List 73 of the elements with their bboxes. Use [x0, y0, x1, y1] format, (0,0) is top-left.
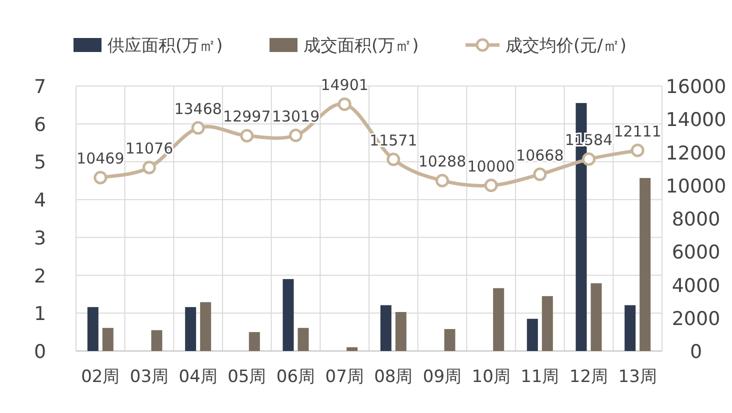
- point: [191, 121, 205, 135]
- x-tick-label: 02周: [81, 367, 120, 387]
- y2-tick-label: 16000: [666, 76, 726, 98]
- data-label: 11571: [370, 131, 418, 150]
- point: [386, 152, 400, 166]
- bar: [493, 288, 504, 351]
- bar: [640, 178, 651, 351]
- data-label: 10000: [467, 157, 515, 176]
- y-tick-label: 6: [34, 114, 46, 136]
- x-tick-label: 10周: [472, 367, 510, 387]
- point: [289, 128, 302, 142]
- bar: [380, 305, 392, 351]
- bar: [282, 279, 294, 351]
- bar: [151, 330, 162, 351]
- data-label: 12111: [614, 122, 662, 140]
- y-tick-label: 7: [34, 76, 46, 98]
- data-label: 14901: [320, 76, 368, 94]
- bar: [395, 312, 406, 351]
- x-tick-label: 05周: [228, 367, 266, 387]
- y2-tick-label: 2000: [672, 308, 720, 330]
- x-tick-label: 09周: [422, 367, 462, 387]
- y-tick-label: 0: [34, 341, 46, 363]
- y-tick-label: 1: [34, 303, 46, 326]
- x-tick-label: 11周: [520, 367, 560, 387]
- bar: [102, 328, 114, 351]
- data-label: 13468: [174, 100, 222, 118]
- y2-tick-label: 10000: [666, 175, 726, 198]
- y2-tick-label: 12000: [666, 142, 726, 164]
- bar: [248, 332, 260, 351]
- point: [582, 152, 596, 166]
- bar: [542, 296, 553, 351]
- data-label: 10288: [418, 152, 466, 171]
- y-tick-label: 5: [34, 152, 46, 174]
- bar: [200, 302, 212, 351]
- bar: [346, 347, 358, 351]
- y2-tick-label: 14000: [666, 109, 726, 132]
- x-tick-label: 03周: [130, 367, 169, 387]
- bar: [87, 307, 98, 351]
- bar: [526, 318, 538, 351]
- x-tick-label: 13周: [618, 367, 657, 387]
- x-tick-label: 12周: [569, 367, 608, 387]
- x-tick-label: 08周: [374, 367, 413, 387]
- y2-tick-label: 4000: [672, 274, 720, 297]
- point: [484, 178, 498, 192]
- y2-tick-label: 0: [690, 341, 702, 363]
- point: [94, 170, 108, 184]
- point: [240, 128, 254, 142]
- x-tick-label: 06周: [276, 367, 316, 387]
- x-tick-label: 04周: [178, 367, 218, 387]
- legend-label: 供应面积(万㎡): [108, 36, 223, 56]
- y-tick-label: 3: [34, 227, 46, 250]
- point: [436, 174, 449, 188]
- point: [338, 97, 352, 111]
- y-tick-label: 2: [34, 265, 46, 288]
- data-label: 12997: [223, 108, 271, 126]
- legend-label: 成交面积(万㎡): [304, 36, 419, 56]
- y2-tick-label: 6000: [672, 242, 720, 264]
- bar: [624, 305, 636, 351]
- legend-label: 成交均价(元/㎡): [506, 36, 626, 56]
- data-label: 10469: [76, 150, 124, 168]
- point: [630, 144, 644, 158]
- point: [533, 168, 547, 182]
- bar: [298, 328, 309, 351]
- x-tick-label: 07周: [325, 367, 364, 387]
- point: [142, 160, 156, 174]
- bar: [590, 283, 602, 351]
- data-label: 10668: [516, 146, 564, 164]
- data-label: 13019: [272, 107, 320, 126]
- y-tick-label: 4: [34, 190, 46, 212]
- bar: [185, 307, 196, 351]
- bar: [444, 329, 456, 351]
- data-label: 11076: [125, 140, 174, 158]
- y2-tick-label: 8000: [672, 208, 720, 230]
